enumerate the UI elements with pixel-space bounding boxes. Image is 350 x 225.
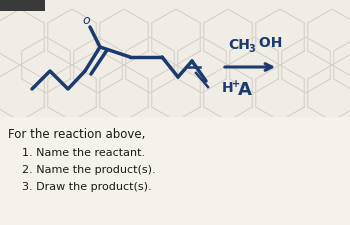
Text: o: o (82, 14, 90, 26)
Text: A: A (238, 81, 252, 99)
Text: OH: OH (254, 36, 282, 50)
Text: CH: CH (228, 38, 250, 52)
Text: H: H (222, 81, 234, 94)
Text: 3. Draw the product(s).: 3. Draw the product(s). (22, 181, 152, 191)
Text: For the reaction above,: For the reaction above, (8, 127, 145, 140)
Text: 2. Name the product(s).: 2. Name the product(s). (22, 164, 156, 174)
Text: 1. Name the reactant.: 1. Name the reactant. (22, 147, 145, 157)
Text: +: + (232, 79, 240, 89)
Bar (0, 0, 45, 12)
Bar (0, 117, 350, 225)
Text: 3: 3 (248, 44, 255, 54)
